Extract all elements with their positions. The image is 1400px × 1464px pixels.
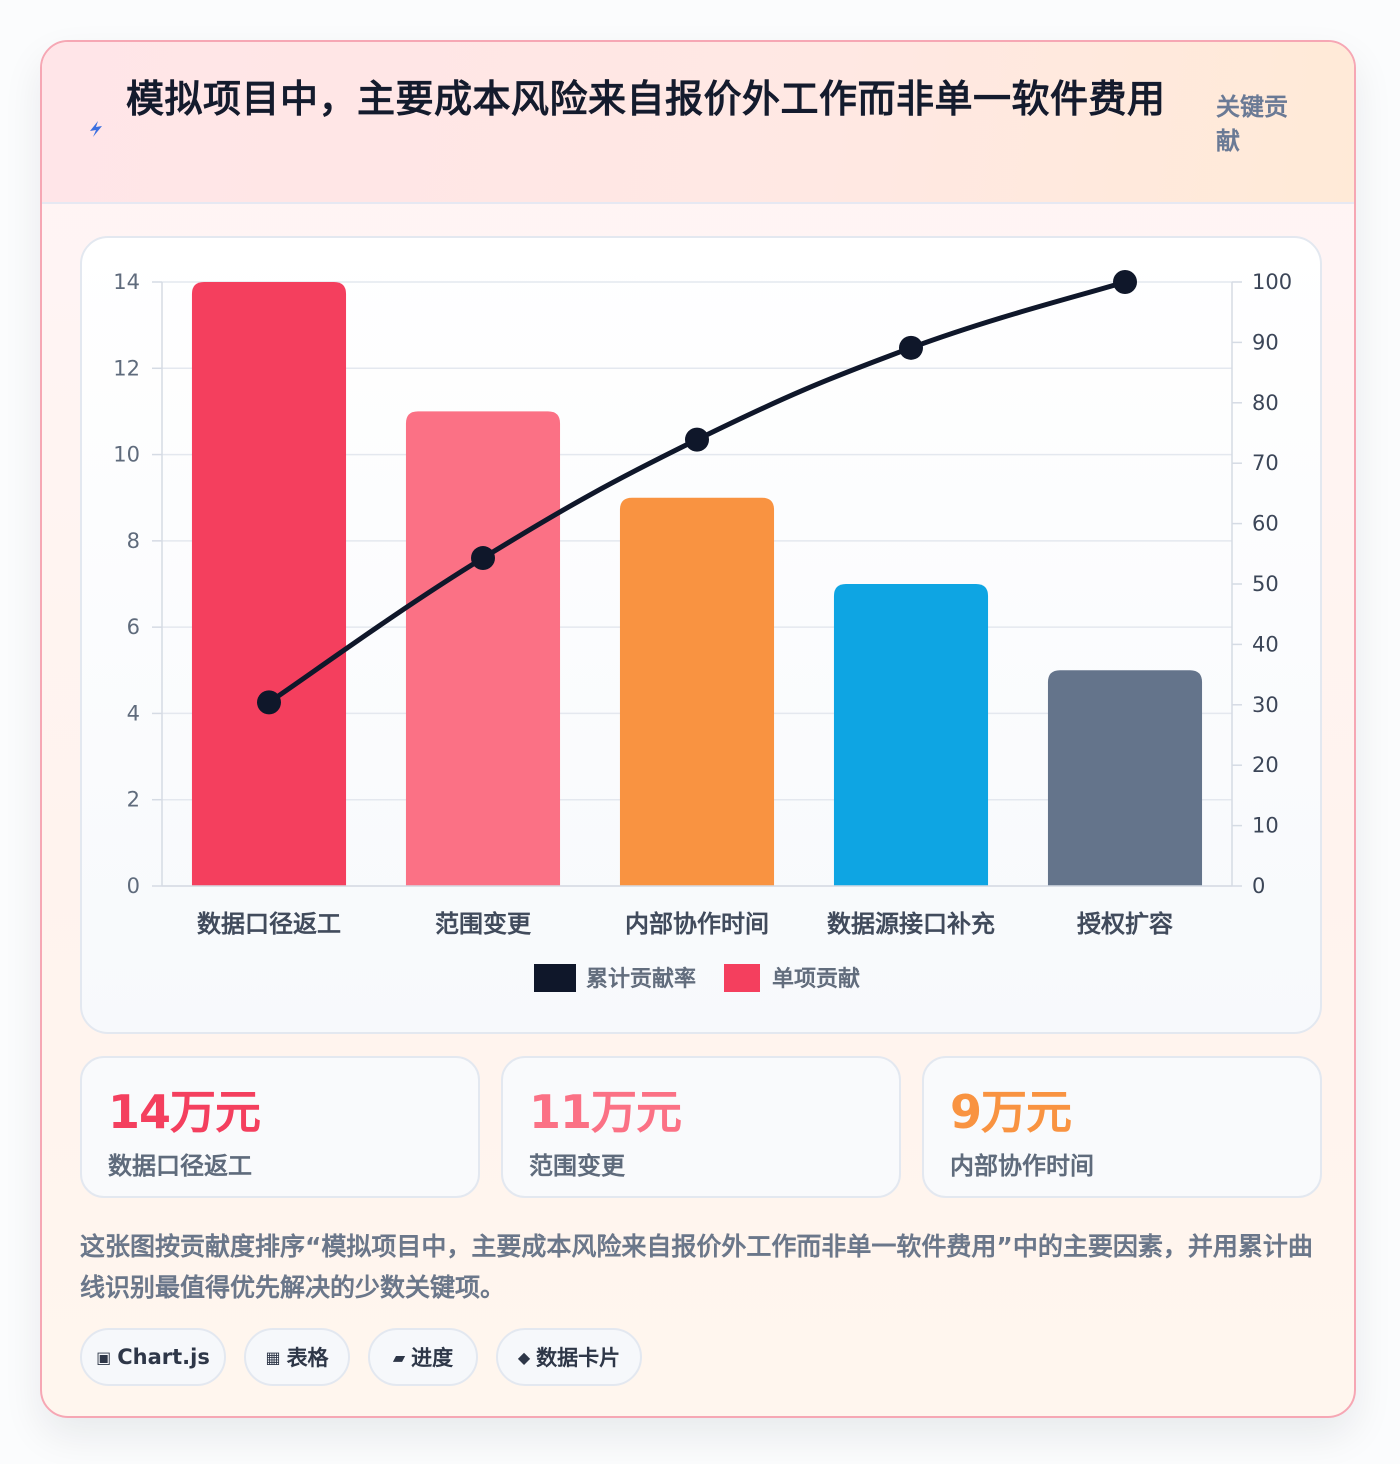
chart-card: 模拟项目中，主要成本风险来自报价外工作而非单一软件费用 关键贡献 0 2 4 6 8 10… [40, 40, 1356, 1418]
y-right-tick-label: 60 [1252, 512, 1279, 536]
x-category-label: 数据源接口补充 [827, 910, 995, 938]
stat-label: 范围变更 [529, 1152, 625, 1180]
y-left-tick-label: 12 [113, 356, 140, 380]
y-left-tick-label: 0 [127, 874, 140, 898]
y-right-tick-label: 30 [1252, 693, 1279, 717]
y-right-tick-label: 40 [1252, 632, 1279, 656]
chart-panel: 0 2 4 6 8 10 12 14 0 10 20 30 40 50 60 70 80 90 100 数据口径返工 范… [80, 236, 1322, 1034]
stat-value: 14万元 [108, 1085, 261, 1139]
legend-label: 单项贡献 [772, 966, 860, 992]
chip-label: 表格 [286, 1346, 329, 1370]
y-left-tick-label: 4 [127, 701, 140, 725]
y-right-tick-label: 50 [1252, 572, 1279, 596]
y-right-tick-label: 20 [1252, 753, 1279, 777]
y-right-tick-label: 0 [1252, 874, 1265, 898]
stat-card-1: 14万元 数据口径返工 [80, 1056, 480, 1198]
stat-label: 内部协作时间 [950, 1152, 1094, 1180]
y-left-tick-label: 2 [127, 788, 140, 812]
card-icon: ◆ [517, 1347, 531, 1367]
progress-icon: ▰ [392, 1347, 406, 1367]
chip-chartjs[interactable]: ▣ Chart.js [80, 1328, 226, 1386]
cumulative-point [471, 546, 495, 571]
card-title: 模拟项目中，主要成本风险来自报价外工作而非单一软件费用 [126, 77, 1166, 121]
header-tag: 关键贡献 [1216, 93, 1288, 155]
bar [833, 584, 989, 886]
legend-label: 累计贡献率 [586, 966, 696, 992]
stat-value: 9万元 [950, 1085, 1072, 1139]
x-category-label: 内部协作时间 [625, 910, 769, 938]
chip-data-card[interactable]: ◆ 数据卡片 [496, 1328, 642, 1386]
cumulative-point [685, 427, 709, 452]
stat-value: 11万元 [529, 1085, 682, 1139]
cumulative-point [1113, 270, 1137, 294]
bar [191, 282, 347, 886]
y-right-tick-label: 10 [1252, 814, 1279, 838]
x-category-label: 数据口径返工 [197, 910, 341, 938]
chip-table[interactable]: ▦ 表格 [244, 1328, 350, 1386]
bar [405, 411, 561, 886]
chip-label: 进度 [411, 1346, 454, 1370]
cumulative-point [899, 335, 923, 360]
legend-swatch [534, 964, 576, 992]
y-left-tick-label: 14 [113, 270, 140, 294]
y-right-tick-label: 100 [1252, 270, 1292, 294]
bar [619, 497, 775, 886]
pareto-chart: 0 2 4 6 8 10 12 14 0 10 20 30 40 50 60 70 80 90 100 数据口径返工 范… [113, 270, 1292, 992]
chip-label: 数据卡片 [536, 1346, 621, 1370]
stat-card-3: 9万元 内部协作时间 [922, 1056, 1322, 1198]
y-right-tick-label: 80 [1252, 391, 1279, 415]
x-category-label: 授权扩容 [1077, 910, 1173, 938]
y-left-tick-label: 10 [113, 443, 140, 467]
x-category-label: 范围变更 [435, 910, 532, 938]
card-header: 模拟项目中，主要成本风险来自报价外工作而非单一软件费用 关键贡献 [42, 42, 1354, 204]
chart-icon: ▣ [96, 1347, 112, 1367]
legend-swatch [724, 964, 760, 992]
y-left-tick-label: 6 [127, 615, 140, 639]
stat-label: 数据口径返工 [108, 1152, 252, 1180]
chip-progress[interactable]: ▰ 进度 [368, 1328, 478, 1386]
table-icon: ▦ [265, 1347, 281, 1367]
y-right-tick-label: 70 [1252, 451, 1279, 475]
chip-label: Chart.js [117, 1345, 210, 1369]
lightning-icon [90, 121, 102, 137]
cumulative-point [257, 690, 281, 715]
y-right-tick-label: 90 [1252, 330, 1279, 354]
bar [1047, 670, 1203, 886]
stat-card-2: 11万元 范围变更 [501, 1056, 901, 1198]
chart-description: 这张图按贡献度排序“模拟项目中，主要成本风险来自报价外工作而非单一软件费用”中的… [80, 1232, 1313, 1302]
y-left-tick-label: 8 [127, 529, 140, 553]
